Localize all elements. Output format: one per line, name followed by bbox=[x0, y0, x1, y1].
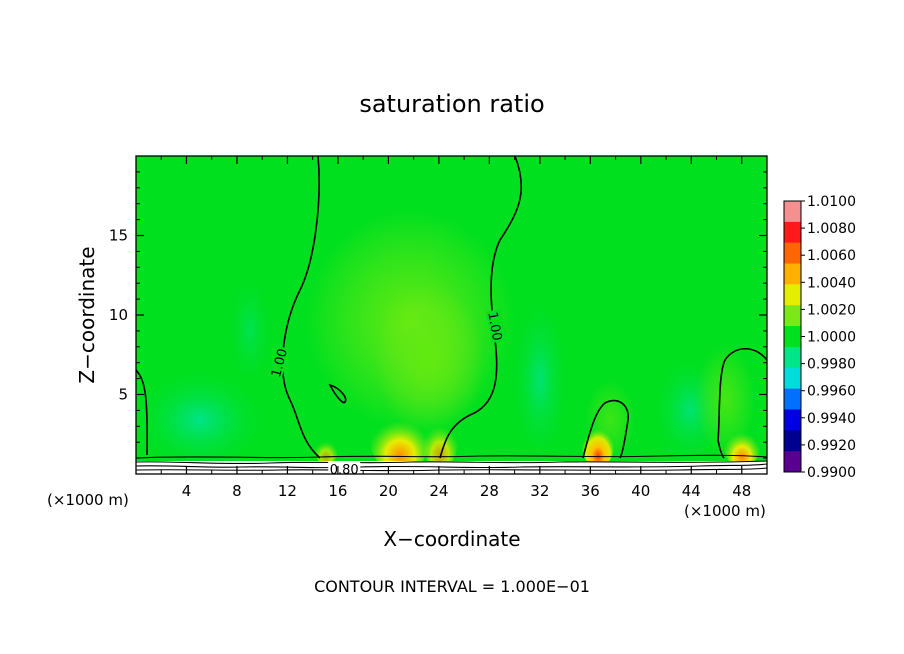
y-axis: 5 10 15 bbox=[109, 171, 767, 459]
x-tick-label: 48 bbox=[732, 482, 751, 500]
colorbar-label: 0.9940 bbox=[807, 411, 856, 427]
x-tick-label: 24 bbox=[429, 482, 448, 500]
contour-interval-note: CONTOUR INTERVAL = 1.000E−01 bbox=[314, 577, 590, 596]
x-tick-label: 36 bbox=[581, 482, 600, 500]
colorbar-label: 1.0100 bbox=[807, 194, 856, 210]
x-tick-label: 8 bbox=[232, 482, 242, 500]
x-tick-label: 28 bbox=[480, 482, 499, 500]
colorbar-swatch bbox=[784, 263, 801, 285]
colorbar-swatch bbox=[784, 346, 801, 369]
contour-label-bg bbox=[328, 461, 361, 474]
contour-label: 1.00 bbox=[484, 311, 504, 342]
dry-zone-mid bbox=[510, 290, 570, 470]
contour-left bbox=[281, 156, 321, 459]
y-tick-label: 15 bbox=[109, 227, 128, 245]
y-tick-label: 5 bbox=[118, 386, 128, 404]
colorbar-label: 1.0020 bbox=[807, 302, 856, 318]
warm-spot-48 bbox=[724, 424, 760, 468]
x-unit-label-left: (×1000 m) bbox=[47, 491, 129, 509]
colorbar-swatch bbox=[784, 221, 801, 244]
colorbar-swatch bbox=[784, 284, 801, 306]
colorbar-swatch bbox=[784, 388, 801, 410]
x-axis: 4 8 12 16 20 24 28 32 36 40 44 48 bbox=[160, 156, 751, 500]
colorbar-swatch bbox=[784, 326, 801, 348]
colorbar-label: 0.9960 bbox=[807, 384, 856, 400]
colorbar-label: 1.0040 bbox=[807, 275, 856, 291]
colorbar-swatch bbox=[784, 451, 801, 473]
colorbar-label: 0.9920 bbox=[807, 438, 856, 454]
contour-label-bg bbox=[266, 345, 290, 380]
colorbar-label: 1.0080 bbox=[807, 221, 856, 237]
heatmap-field: 1.00 1.00 0.80 bbox=[136, 156, 767, 478]
colorbar-swatch bbox=[784, 305, 801, 327]
y-tick-label: 10 bbox=[109, 306, 128, 324]
x-tick-label: 12 bbox=[278, 482, 297, 500]
contour-label: 1.00 bbox=[269, 347, 291, 379]
contour-blob bbox=[328, 383, 347, 404]
contour-left-edge bbox=[136, 369, 148, 456]
colorbar-swatch bbox=[784, 367, 801, 390]
colorbar-label: 1.0000 bbox=[807, 330, 856, 346]
contour-label-bg bbox=[485, 308, 507, 344]
colorbar-swatch bbox=[784, 242, 801, 265]
colorbar-swatch bbox=[784, 430, 801, 452]
colorbar-swatch bbox=[784, 201, 801, 223]
colorbar-label: 1.0060 bbox=[807, 248, 856, 264]
contour-hump-36 bbox=[582, 399, 629, 459]
chart-title: saturation ratio bbox=[359, 90, 544, 118]
x-tick-label: 44 bbox=[682, 482, 701, 500]
x-tick-label: 40 bbox=[631, 482, 650, 500]
x-tick-label: 4 bbox=[182, 482, 192, 500]
dry-zone-left bbox=[136, 365, 270, 474]
y-axis-label: Z−coordinate bbox=[75, 246, 99, 383]
x-tick-label: 20 bbox=[379, 482, 398, 500]
contour-hump-48 bbox=[717, 347, 767, 459]
contour-label: 0.80 bbox=[330, 463, 359, 478]
colorbar: 1.0100 1.0080 1.0060 1.0040 1.0020 1.0000 0.99… bbox=[783, 194, 856, 481]
colorbar-label: 0.9980 bbox=[807, 357, 856, 373]
x-tick-label: 16 bbox=[328, 482, 347, 500]
colorbar-label: 0.9900 bbox=[807, 465, 856, 481]
x-tick-label: 32 bbox=[530, 482, 549, 500]
x-unit-label-right: (×1000 m) bbox=[684, 502, 766, 520]
colorbar-swatch bbox=[784, 409, 801, 431]
x-axis-label: X−coordinate bbox=[383, 527, 520, 551]
